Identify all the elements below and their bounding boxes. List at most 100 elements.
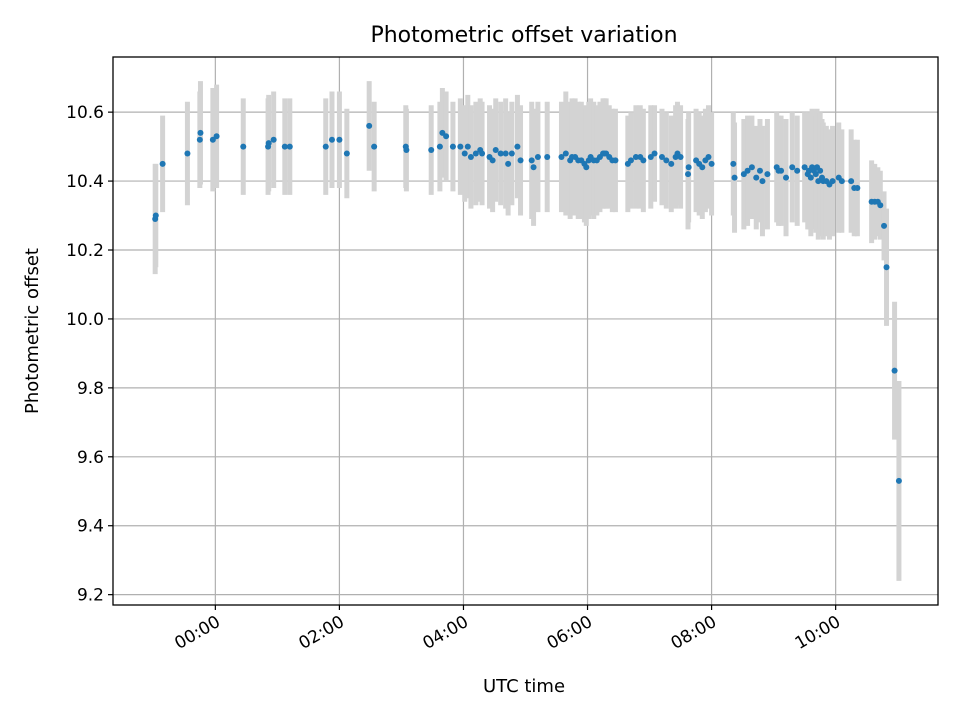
y-tick-label: 10.6	[66, 103, 104, 123]
data-point	[343, 150, 350, 157]
x-tick-label: 08:00	[668, 612, 720, 654]
data-point	[514, 143, 521, 150]
data-point	[817, 167, 824, 174]
data-point	[812, 171, 819, 178]
data-point	[708, 160, 715, 167]
data-point	[436, 143, 443, 150]
data-point	[705, 153, 712, 160]
data-point	[881, 222, 888, 229]
data-point	[883, 264, 890, 271]
y-tick-label: 9.8	[77, 379, 104, 399]
x-tick-label: 06:00	[544, 612, 596, 654]
data-point	[801, 164, 808, 171]
data-point	[281, 143, 288, 150]
y-tick-label: 10.2	[66, 241, 104, 261]
x-tick-label: 10:00	[792, 612, 844, 654]
data-points	[152, 122, 902, 484]
y-tick-label: 9.4	[77, 517, 104, 537]
data-point	[544, 153, 551, 160]
data-point	[663, 157, 670, 164]
data-point	[464, 143, 471, 150]
data-point	[152, 212, 159, 219]
data-point	[489, 157, 496, 164]
data-point	[159, 160, 166, 167]
data-point	[677, 153, 684, 160]
data-point	[508, 150, 515, 157]
x-tick-label: 00:00	[171, 612, 223, 654]
plot-frame	[112, 56, 939, 606]
chart-title: Photometric offset variation	[370, 23, 677, 48]
data-point	[502, 150, 509, 157]
data-point	[366, 122, 373, 129]
data-point	[756, 167, 763, 174]
data-point	[286, 143, 293, 150]
data-point	[731, 174, 738, 181]
data-point	[748, 164, 755, 171]
data-point	[213, 133, 220, 140]
data-point	[497, 150, 504, 157]
data-point	[753, 174, 760, 181]
y-tick-label: 10.0	[66, 310, 104, 330]
data-point	[651, 150, 658, 157]
error-bars	[152, 81, 902, 581]
data-point	[612, 157, 619, 164]
data-point	[658, 153, 665, 160]
data-point	[789, 164, 796, 171]
data-point	[328, 136, 335, 143]
data-point	[534, 153, 541, 160]
data-point	[265, 140, 272, 147]
data-point	[197, 129, 204, 136]
data-point	[449, 143, 456, 150]
data-point	[479, 150, 486, 157]
data-point	[668, 160, 675, 167]
data-point	[627, 157, 634, 164]
data-point	[505, 160, 512, 167]
data-point	[472, 150, 479, 157]
y-tick-label: 9.2	[77, 586, 104, 606]
data-point	[829, 178, 836, 185]
x-axis-ticks: 00:00 02:00 04:00 06:00 08:00 10:00	[171, 605, 844, 654]
y-axis-label: Photometric offset	[22, 248, 43, 414]
data-point	[891, 367, 898, 374]
data-point	[854, 184, 861, 191]
data-point	[336, 136, 343, 143]
data-point	[583, 164, 590, 171]
data-point	[530, 164, 537, 171]
data-point	[807, 174, 814, 181]
data-point	[371, 143, 378, 150]
data-point	[778, 167, 785, 174]
data-point	[685, 171, 692, 178]
y-axis-ticks: 9.2 9.4 9.6 9.8 10.0 10.2 10.4 10.6	[66, 103, 113, 606]
data-point	[457, 143, 464, 150]
data-point	[640, 157, 647, 164]
data-point	[794, 167, 801, 174]
y-tick-label: 10.4	[66, 172, 104, 192]
data-point	[877, 202, 884, 209]
data-point	[492, 147, 499, 154]
data-point	[744, 167, 751, 174]
data-point	[562, 150, 569, 157]
data-point	[558, 153, 565, 160]
data-point	[428, 147, 435, 154]
data-point	[632, 153, 639, 160]
data-point	[403, 147, 410, 154]
data-point	[467, 153, 474, 160]
data-point	[240, 143, 247, 150]
data-point	[184, 150, 191, 157]
x-tick-label: 02:00	[295, 612, 347, 654]
data-point	[699, 164, 706, 171]
data-point	[848, 178, 855, 185]
data-point	[759, 178, 766, 185]
data-point	[895, 477, 902, 484]
data-point	[528, 157, 535, 164]
data-point	[730, 160, 737, 167]
data-point	[322, 143, 329, 150]
x-axis-label: UTC time	[483, 676, 565, 697]
data-point	[196, 136, 203, 143]
data-point	[461, 150, 468, 157]
data-point	[270, 136, 277, 143]
x-tick-label: 04:00	[420, 612, 472, 654]
data-point	[764, 171, 771, 178]
data-point	[783, 174, 790, 181]
